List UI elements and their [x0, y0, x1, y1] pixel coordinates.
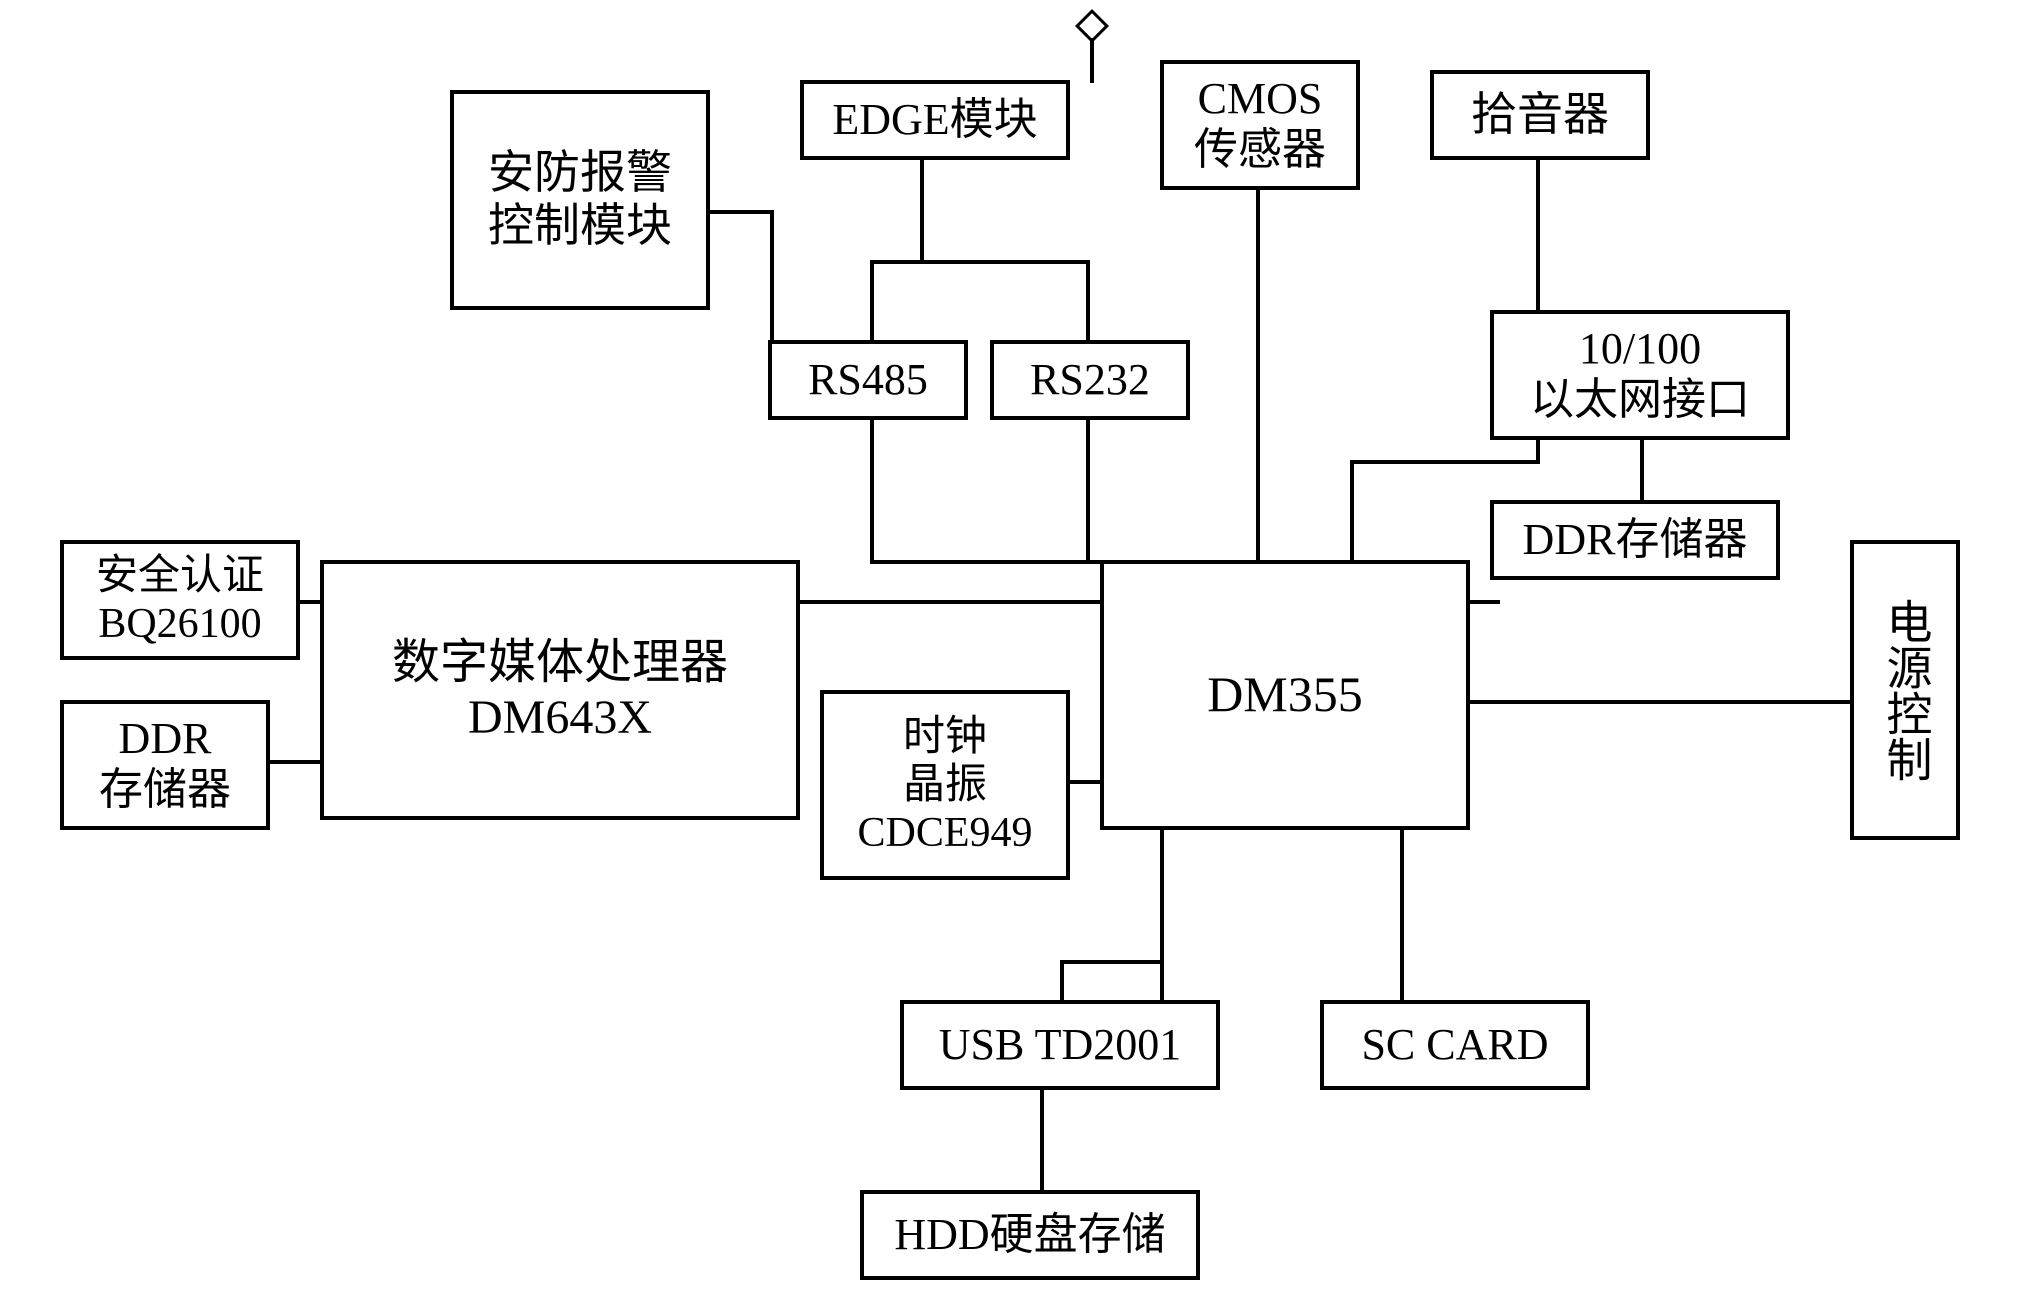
dm355-to-usb-h: [1060, 960, 1164, 964]
box-mic: 拾音器: [1430, 70, 1650, 160]
eth-to-ddr-v: [1640, 440, 1644, 500]
rs485-to-dm355-v: [870, 420, 874, 560]
rs232-to-dm355-v: [1086, 420, 1090, 560]
dm355-to-sc-v: [1400, 830, 1404, 1000]
box-dm355: DM355: [1100, 560, 1470, 830]
edge-to-rs-v: [920, 160, 924, 260]
box-security_alarm-label-0: 安防报警: [488, 147, 672, 200]
box-hdd: HDD硬盘存储: [860, 1190, 1200, 1280]
box-eth: 10/100以太网接口: [1490, 310, 1790, 440]
box-ddr_right: DDR存储器: [1490, 500, 1780, 580]
auth-to-dm643x: [300, 600, 320, 604]
dm643x-to-dm355-h: [800, 600, 1100, 604]
box-clock-label-0: 时钟: [903, 713, 987, 761]
box-security_alarm: 安防报警控制模块: [450, 90, 710, 310]
edge-to-rs485-v2: [870, 260, 874, 340]
box-dm643x-label-1: DM643X: [468, 690, 652, 745]
box-cmos-label-1: 传感器: [1194, 125, 1326, 176]
box-auth: 安全认证BQ26100: [60, 540, 300, 660]
dm355-to-ethstub-h: [1470, 600, 1500, 604]
box-edge: EDGE模块: [800, 80, 1070, 160]
edge-alarm-to-rs485-v: [770, 210, 774, 340]
mic-down-h: [1350, 460, 1540, 464]
box-power: 电源控制: [1850, 540, 1960, 840]
box-hdd-label-0: HDD硬盘存储: [894, 1210, 1165, 1261]
box-sccard: SC CARD: [1320, 1000, 1590, 1090]
cmos-to-dm355: [1256, 190, 1260, 560]
edge-to-rs232-v2: [1086, 260, 1090, 340]
box-usb-label-0: USB TD2001: [939, 1020, 1181, 1071]
box-eth-label-0: 10/100: [1579, 324, 1701, 375]
box-rs485-label-0: RS485: [808, 355, 928, 406]
mic-down-v2: [1350, 460, 1354, 560]
box-eth-label-1: 以太网接口: [1530, 375, 1750, 426]
rs485-to-dm355-h: [870, 560, 1102, 564]
box-usb: USB TD2001: [900, 1000, 1220, 1090]
clock-to-dm355: [1070, 780, 1100, 784]
usb-to-hdd-v: [1040, 1090, 1044, 1190]
box-auth-label-1: BQ26100: [98, 600, 261, 648]
box-rs232-label-0: RS232: [1030, 355, 1150, 406]
box-security_alarm-label-1: 控制模块: [488, 200, 672, 253]
box-auth-label-0: 安全认证: [96, 552, 264, 600]
box-cmos-label-0: CMOS: [1198, 74, 1323, 125]
box-sccard-label-0: SC CARD: [1361, 1020, 1548, 1071]
dm355-to-usb-v2: [1060, 960, 1064, 1000]
box-edge-label-0: EDGE模块: [832, 95, 1037, 146]
box-dm643x-label-0: 数字媒体处理器: [392, 635, 728, 690]
box-ddr_left-label-1: 存储器: [99, 765, 231, 816]
ddrleft-to-dm643x: [270, 760, 320, 764]
box-rs232: RS232: [990, 340, 1190, 420]
antenna-stem: [1090, 38, 1094, 83]
box-clock-label-2: CDCE949: [857, 809, 1032, 857]
box-cmos: CMOS传感器: [1160, 60, 1360, 190]
box-clock: 时钟晶振CDCE949: [820, 690, 1070, 880]
box-power-label: 电源控制: [1879, 598, 1932, 782]
edge-to-rs-h: [870, 260, 1090, 264]
edge-alarm-to-rs485-h: [710, 210, 770, 214]
box-clock-label-1: 晶振: [903, 761, 987, 809]
dm355-to-usb-v: [1160, 830, 1164, 1000]
box-mic-label-0: 拾音器: [1471, 89, 1609, 142]
box-ddr_left: DDR存储器: [60, 700, 270, 830]
box-ddr_left-label-0: DDR: [119, 714, 212, 765]
box-dm643x: 数字媒体处理器DM643X: [320, 560, 800, 820]
box-rs485: RS485: [768, 340, 968, 420]
dm355-to-power-h: [1470, 700, 1850, 704]
box-ddr_right-label-0: DDR存储器: [1523, 515, 1748, 566]
box-dm355-label-0: DM355: [1207, 666, 1363, 724]
